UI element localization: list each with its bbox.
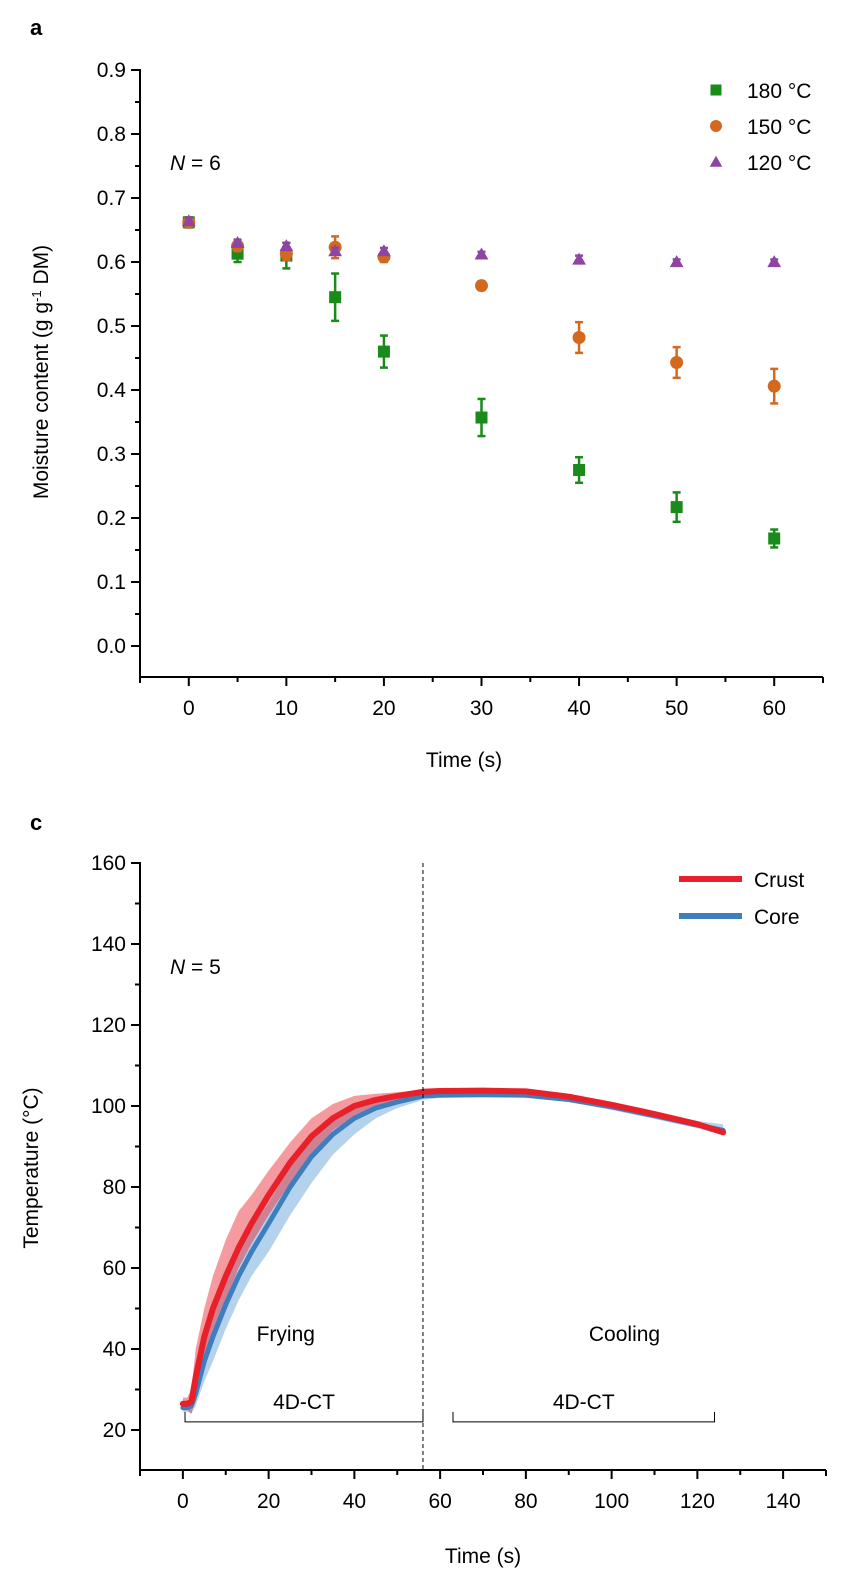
data-point xyxy=(768,532,781,545)
scan-period-bracket xyxy=(452,1411,716,1423)
legend-marker-square xyxy=(710,84,722,96)
y-axis-title-a: Moisture content (g g-1 DM) xyxy=(29,245,54,499)
y-tick-label-a: 0.1 xyxy=(97,571,126,594)
annotation-italic: N xyxy=(170,152,186,175)
axes-a: 0.0 0.1 0.2 0.3 0.4 0.5 0.6 0.7 0.8 0.9 0 10 20 30 40 5… xyxy=(97,59,824,720)
data-point xyxy=(475,411,488,424)
y-tick-label-a: 0.2 xyxy=(97,507,126,530)
x-tick-label-c: 0 xyxy=(177,1490,189,1513)
x-tick-label-c: 80 xyxy=(514,1490,537,1513)
data-point xyxy=(377,244,391,257)
y-tick-label-c: 40 xyxy=(103,1338,126,1361)
data-point xyxy=(670,355,684,369)
x-tick-label-c: 60 xyxy=(428,1490,451,1513)
y-tick-label-a: 0.6 xyxy=(97,251,126,274)
legend-c: Crust Core xyxy=(679,869,804,929)
x-tick-label-a: 30 xyxy=(470,697,493,720)
series-150C xyxy=(182,215,781,405)
scan-period-bracket xyxy=(184,1411,424,1423)
legend-label: Crust xyxy=(754,869,804,892)
data-point xyxy=(329,291,342,304)
x-tick-label-a: 0 xyxy=(183,697,195,720)
x-axis-title-a: Time (s) xyxy=(426,749,502,772)
y-tick-label-a: 0.4 xyxy=(97,379,127,402)
x-tick-label-c: 120 xyxy=(680,1490,715,1513)
y-tick-label-a: 0.0 xyxy=(97,635,126,658)
series-line-crust xyxy=(179,1087,727,1407)
y-tick-label-c: 140 xyxy=(91,933,126,956)
plot-area-c: Frying Cooling 4D-CT 4D-CT xyxy=(179,863,727,1470)
data-point xyxy=(181,214,196,227)
scan-period-label: 4D-CT xyxy=(273,1391,335,1414)
data-point xyxy=(328,244,343,257)
data-point xyxy=(279,239,294,252)
phase-label-frying: Frying xyxy=(257,1323,315,1346)
x-tick-label-c: 140 xyxy=(766,1490,801,1513)
x-tick-label-a: 60 xyxy=(763,697,786,720)
data-point xyxy=(475,279,488,293)
data-point xyxy=(572,331,586,345)
legend-a: 180 °C 150 °C 120 °C xyxy=(709,80,811,175)
y-tick-label-c: 80 xyxy=(103,1176,126,1199)
y-tick-label-c: 120 xyxy=(91,1014,126,1037)
x-tick-label-a: 40 xyxy=(567,697,590,720)
series-180C xyxy=(182,215,781,549)
y-tick-label-a: 0.8 xyxy=(97,123,126,146)
y-tick-label-a: 0.5 xyxy=(97,315,126,338)
annotation-text: = 5 xyxy=(185,956,221,979)
y-axis-title-text: DM) xyxy=(30,245,53,291)
data-point xyxy=(377,345,390,358)
plot-area-a xyxy=(181,214,782,549)
axes-c: 20 40 60 80 100 120 140 160 0 20 40 60 80 100 120 140 xyxy=(91,852,827,1513)
panel-c-temperature-chart: c Temperature (°C) Time (s) N = 5 20 40 60… xyxy=(20,810,827,1568)
y-axis-title-c: Temperature (°C) xyxy=(20,1087,43,1248)
scan-period-label: 4D-CT xyxy=(553,1391,615,1414)
x-tick-label-a: 50 xyxy=(665,697,688,720)
x-tick-label-c: 40 xyxy=(343,1490,366,1513)
y-tick-label-c: 60 xyxy=(103,1257,126,1280)
y-tick-label-c: 20 xyxy=(103,1419,126,1442)
x-axis-title-c: Time (s) xyxy=(445,1545,521,1568)
y-tick-label-a: 0.9 xyxy=(97,59,126,82)
y-tick-label-c: 160 xyxy=(91,852,126,875)
data-point xyxy=(767,255,782,268)
data-point xyxy=(670,501,683,514)
data-point xyxy=(669,255,684,268)
y-axis-title-text: Moisture content (g g xyxy=(30,302,53,499)
panel-label-a: a xyxy=(30,15,43,40)
annotation-text: = 6 xyxy=(185,152,221,175)
phase-label-cooling: Cooling xyxy=(589,1323,660,1346)
confidence-band-core xyxy=(182,1091,724,1414)
x-tick-label-c: 100 xyxy=(594,1490,629,1513)
x-tick-label-a: 20 xyxy=(372,697,395,720)
panel-label-c: c xyxy=(30,810,42,835)
legend-label: 120 °C xyxy=(747,152,811,175)
legend-marker-triangle xyxy=(709,155,723,167)
legend-marker-circle xyxy=(710,120,722,132)
data-point xyxy=(573,464,586,476)
legend-label: 180 °C xyxy=(747,80,811,103)
panel-a-moisture-chart: a Moisture content (g g-1 DM) Time (s) N… xyxy=(29,15,824,772)
series-120C xyxy=(181,214,782,268)
y-axis-title-superscript: -1 xyxy=(29,290,44,302)
x-tick-label-c: 20 xyxy=(257,1490,280,1513)
legend-label: Core xyxy=(754,906,800,929)
data-point xyxy=(572,252,586,265)
data-point xyxy=(474,247,489,260)
data-point xyxy=(230,235,245,248)
y-tick-label-c: 100 xyxy=(91,1095,126,1118)
data-point xyxy=(767,379,781,393)
y-tick-label-a: 0.3 xyxy=(97,443,126,466)
legend-label: 150 °C xyxy=(747,116,811,139)
x-tick-label-a: 10 xyxy=(275,697,298,720)
annotation-italic: N xyxy=(170,956,186,979)
sample-size-annotation-c: N = 5 xyxy=(170,956,221,979)
sample-size-annotation-a: N = 6 xyxy=(170,152,221,175)
y-tick-label-a: 0.7 xyxy=(97,187,126,210)
